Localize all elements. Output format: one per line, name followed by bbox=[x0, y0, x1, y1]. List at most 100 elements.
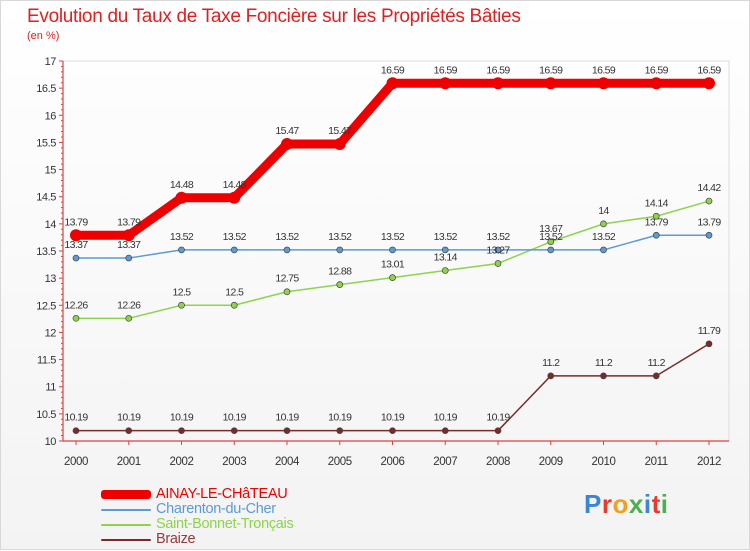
data-label: 10.19 bbox=[223, 412, 247, 424]
data-label: 12.26 bbox=[117, 299, 141, 311]
series-point bbox=[389, 246, 396, 254]
data-label: 13.01 bbox=[381, 259, 405, 271]
series-point bbox=[544, 77, 557, 90]
series-point bbox=[597, 77, 610, 90]
data-label: 16.59 bbox=[434, 64, 458, 76]
data-label: 13.52 bbox=[328, 231, 352, 243]
series-point bbox=[228, 191, 241, 204]
data-label: 16.59 bbox=[592, 64, 616, 76]
data-label: 10.19 bbox=[486, 412, 510, 424]
y-tick-label: 13 bbox=[45, 273, 57, 285]
series-point bbox=[125, 254, 133, 262]
data-label: 14.48 bbox=[170, 179, 194, 191]
data-label: 13.52 bbox=[592, 231, 616, 243]
series-point bbox=[178, 301, 185, 309]
series-point bbox=[336, 427, 344, 435]
y-tick-label: 10 bbox=[45, 436, 57, 448]
logo-letter: i bbox=[660, 489, 669, 519]
data-label: 12.5 bbox=[172, 286, 191, 298]
legend-label: Braize bbox=[156, 531, 196, 547]
data-label: 11.2 bbox=[542, 357, 560, 369]
plot-frame bbox=[62, 60, 730, 442]
series-point bbox=[547, 372, 555, 380]
series-point bbox=[230, 301, 238, 309]
data-label: 12.26 bbox=[64, 299, 88, 311]
y-tick-label: 12.5 bbox=[36, 300, 56, 312]
legend-swatch bbox=[101, 490, 151, 499]
legend-item: Charenton-du-Cher bbox=[101, 502, 293, 517]
series-point bbox=[230, 427, 238, 435]
x-tick-label: 2005 bbox=[328, 456, 352, 468]
series-point bbox=[175, 191, 188, 204]
series-point bbox=[494, 427, 502, 435]
data-label: 16.59 bbox=[486, 64, 510, 76]
y-tick-label: 17 bbox=[45, 56, 57, 68]
series-point bbox=[439, 77, 452, 90]
data-label: 13.79 bbox=[117, 216, 141, 228]
data-label: 13.37 bbox=[117, 239, 141, 251]
y-tick-label: 12 bbox=[45, 327, 57, 339]
logo-letter: P bbox=[584, 489, 602, 519]
legend-item: Saint-Bonnet-Tronçais bbox=[101, 516, 294, 532]
series-point bbox=[283, 246, 291, 254]
series-point bbox=[125, 314, 133, 322]
legend-label: Charenton-du-Cher bbox=[156, 501, 276, 517]
y-tick-label: 11 bbox=[45, 382, 56, 394]
x-tick-label: 2007 bbox=[433, 456, 457, 468]
data-label: 15.47 bbox=[275, 125, 299, 137]
x-tick-label: 2003 bbox=[222, 456, 246, 468]
series-point bbox=[600, 220, 607, 228]
x-tick-label: 2000 bbox=[64, 456, 88, 468]
y-tick-label: 15.5 bbox=[36, 137, 56, 149]
data-label: 14 bbox=[598, 205, 609, 217]
data-label: 13.52 bbox=[486, 231, 510, 243]
data-label: 13.52 bbox=[275, 231, 299, 243]
series-point bbox=[230, 246, 238, 254]
series-point bbox=[178, 246, 185, 254]
x-tick-label: 2010 bbox=[592, 456, 616, 468]
logo-letter: o bbox=[612, 489, 629, 519]
data-label: 13.37 bbox=[64, 239, 88, 251]
proxiti-logo: Proxiti bbox=[584, 489, 668, 520]
series-point bbox=[281, 138, 293, 151]
series-point bbox=[125, 427, 133, 435]
data-label: 13.79 bbox=[64, 216, 88, 228]
series-point bbox=[72, 427, 80, 435]
data-label: 13.52 bbox=[539, 231, 563, 243]
data-label: 13.52 bbox=[434, 231, 458, 243]
unit-label: (en %) bbox=[27, 30, 60, 42]
x-tick-label: 2004 bbox=[275, 456, 300, 468]
chart-title: Evolution du Taux de Taxe Foncière sur l… bbox=[27, 6, 521, 27]
data-label: 12.88 bbox=[328, 266, 352, 278]
series-point bbox=[122, 229, 135, 242]
data-label: 10.19 bbox=[117, 412, 141, 424]
series-point bbox=[650, 77, 663, 90]
series-point bbox=[600, 246, 607, 254]
logo-letter: r bbox=[601, 489, 613, 519]
data-label: 14.14 bbox=[645, 197, 669, 209]
logo-letter: t bbox=[651, 489, 661, 519]
x-tick-label: 2008 bbox=[486, 456, 510, 468]
x-tick-label: 2012 bbox=[697, 456, 721, 468]
data-label: 16.59 bbox=[697, 64, 721, 76]
data-label: 12.75 bbox=[275, 273, 299, 285]
series-point bbox=[600, 372, 607, 380]
data-label: 16.59 bbox=[645, 64, 669, 76]
legend-label: Saint-Bonnet-Tronçais bbox=[156, 516, 294, 532]
data-label: 14.48 bbox=[223, 179, 247, 191]
series-point bbox=[705, 340, 713, 348]
series-point bbox=[705, 231, 713, 239]
y-tick-label: 16.5 bbox=[36, 83, 56, 95]
y-tick-label: 14.5 bbox=[36, 192, 56, 204]
x-tick-label: 2001 bbox=[117, 456, 141, 468]
legend-label: AINAY-LE-CHâTEAU bbox=[156, 486, 288, 502]
series-point bbox=[652, 212, 660, 220]
series-point bbox=[705, 197, 713, 205]
series-point bbox=[441, 267, 449, 274]
x-tick-label: 2006 bbox=[381, 456, 405, 468]
data-label: 10.19 bbox=[275, 412, 299, 424]
data-label: 13.67 bbox=[539, 223, 563, 235]
series-point bbox=[333, 138, 346, 151]
